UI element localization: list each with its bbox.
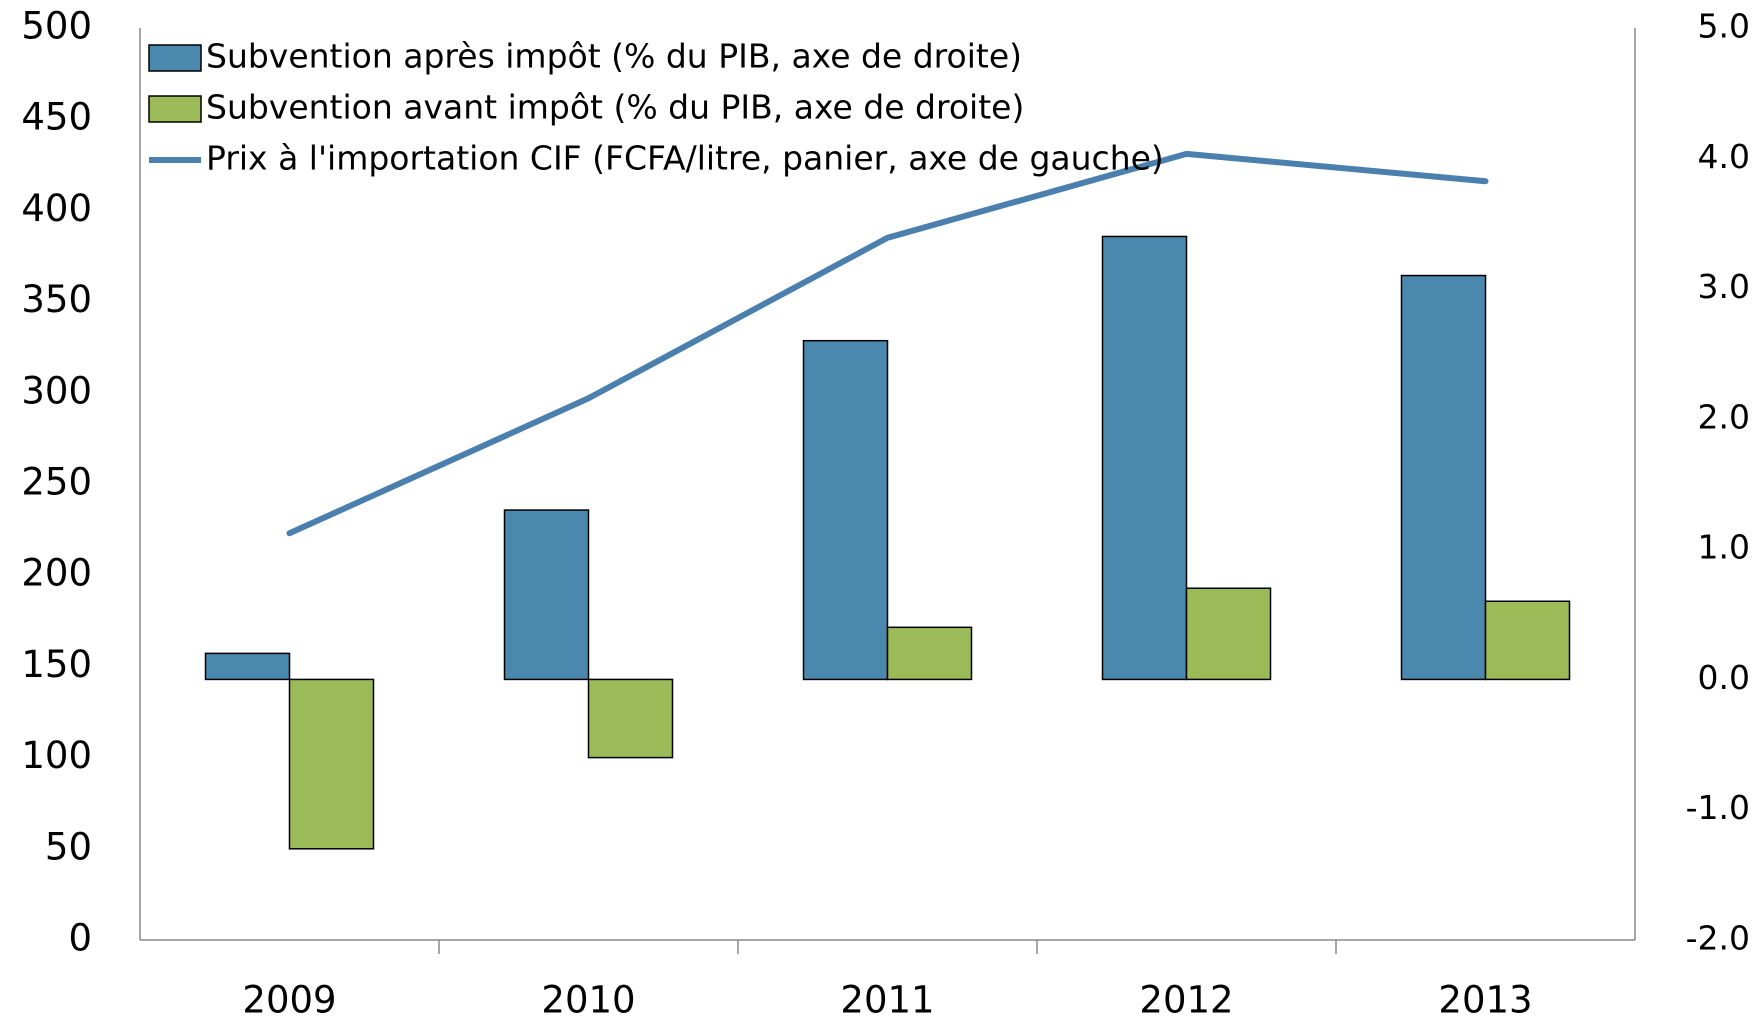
y-tick-label: 150 [21, 643, 92, 686]
y2-tick-label: 2.0 [1698, 397, 1750, 436]
x-tick-label: 2012 [1139, 979, 1233, 1021]
legend-swatch [148, 95, 202, 123]
x-tick-label: 2011 [840, 979, 934, 1021]
y-tick-label: 500 [21, 5, 92, 48]
y2-tick-label: 3.0 [1698, 267, 1750, 306]
x-tick-label: 2009 [242, 979, 336, 1021]
y-tick-label: 200 [21, 552, 92, 595]
legend-label: Prix à l'importation CIF (FCFA/litre, pa… [206, 139, 1164, 178]
bar [802, 339, 889, 681]
y2-tick-label: 1.0 [1698, 528, 1750, 567]
y2-tick-label: 4.0 [1698, 137, 1750, 176]
bar [1101, 235, 1188, 681]
y-tick-label: 300 [21, 369, 92, 412]
y-tick-label: 250 [21, 461, 92, 504]
bar [886, 626, 973, 681]
bar [288, 678, 375, 850]
y-tick-label: 400 [21, 187, 92, 230]
y-tick-label: 50 [45, 825, 92, 868]
bar [587, 678, 674, 759]
y2-tick-label: 5.0 [1698, 7, 1750, 46]
y2-tick-label: -1.0 [1686, 788, 1750, 827]
y-tick-label: 450 [21, 96, 92, 139]
y2-tick-label: 0.0 [1698, 658, 1750, 697]
legend-label: Subvention après impôt (% du PIB, axe de… [206, 37, 1022, 76]
bar [503, 509, 590, 681]
y-tick-label: 350 [21, 278, 92, 321]
line [286, 150, 1489, 537]
bar [204, 652, 291, 681]
y-tick-label: 0 [68, 917, 92, 960]
bar [1400, 274, 1487, 681]
x-tick-label: 2013 [1438, 979, 1532, 1021]
bar [1185, 587, 1272, 681]
x-tick-label: 2010 [541, 979, 635, 1021]
legend-swatch [148, 44, 202, 72]
y-tick-label: 100 [21, 734, 92, 777]
bar [1484, 600, 1571, 681]
y2-tick-label: -2.0 [1686, 919, 1750, 958]
legend-label: Subvention avant impôt (% du PIB, axe de… [206, 88, 1024, 127]
